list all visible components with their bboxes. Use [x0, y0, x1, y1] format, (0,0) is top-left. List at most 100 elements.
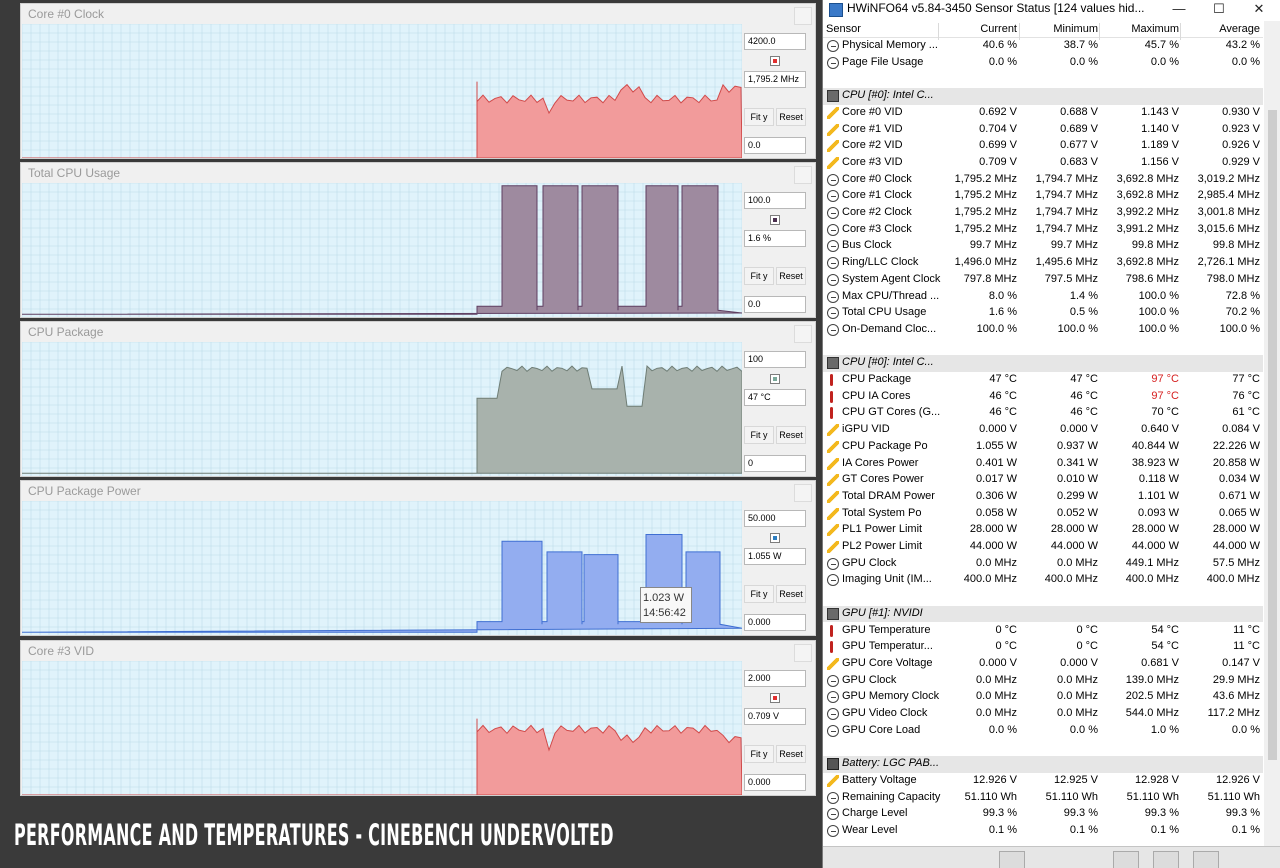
sensor-row[interactable]: Total CPU Usage 1.6 % 0.5 % 100.0 % 70.2 %: [823, 305, 1263, 322]
sensor-row[interactable]: On-Demand Cloc... 100.0 % 100.0 % 100.0 % 10…: [823, 322, 1263, 339]
y-min-field[interactable]: 0.000: [744, 774, 806, 791]
sensor-row[interactable]: iGPU VID 0.000 V 0.000 V 0.640 V 0.084 V: [823, 422, 1263, 439]
scrollbar-thumb[interactable]: [1268, 110, 1277, 760]
series-color-swatch[interactable]: [770, 533, 780, 543]
sensor-row[interactable]: Page File Usage 0.0 % 0.0 % 0.0 % 0.0 %: [823, 55, 1263, 72]
sensor-row[interactable]: Total System Po 0.058 W 0.052 W 0.093 W 0.06…: [823, 506, 1263, 523]
status-button-2[interactable]: [1113, 851, 1139, 868]
fit-y-button[interactable]: Fit y: [744, 426, 774, 444]
sensor-row[interactable]: Core #1 VID 0.704 V 0.689 V 1.140 V 0.923 V: [823, 122, 1263, 139]
sensor-row[interactable]: System Agent Clock 797.8 MHz 797.5 MHz 798.…: [823, 272, 1263, 289]
y-max-field[interactable]: 4200.0: [744, 33, 806, 50]
current-value-field[interactable]: 1,795.2 MHz: [744, 71, 806, 88]
graph-plot[interactable]: [22, 661, 742, 795]
reset-button[interactable]: Reset: [776, 267, 806, 285]
column-average[interactable]: Average: [1219, 23, 1260, 35]
minimize-button[interactable]: —: [1172, 1, 1186, 16]
column-maximum[interactable]: Maximum: [1131, 23, 1179, 35]
series-color-swatch[interactable]: [770, 56, 780, 66]
fit-y-button[interactable]: Fit y: [744, 267, 774, 285]
series-color-swatch[interactable]: [770, 215, 780, 225]
y-max-field[interactable]: 2.000: [744, 670, 806, 687]
column-minimum[interactable]: Minimum: [1053, 23, 1098, 35]
sensor-row[interactable]: GT Cores Power 0.017 W 0.010 W 0.118 W 0.034…: [823, 472, 1263, 489]
sensor-row[interactable]: Core #0 Clock 1,795.2 MHz 1,794.7 MHz 3,692…: [823, 172, 1263, 189]
current-value-field[interactable]: 0.709 V: [744, 708, 806, 725]
sensor-row[interactable]: PL1 Power Limit 28.000 W 28.000 W 28.000 W 2…: [823, 522, 1263, 539]
sensor-row[interactable]: Core #2 Clock 1,795.2 MHz 1,794.7 MHz 3,992…: [823, 205, 1263, 222]
sensor-row[interactable]: Total DRAM Power 0.306 W 0.299 W 1.101 W 0.6…: [823, 489, 1263, 506]
status-button-3[interactable]: [1153, 851, 1179, 868]
sensor-row[interactable]: Ring/LLC Clock 1,496.0 MHz 1,495.6 MHz 3,69…: [823, 255, 1263, 272]
sensor-row[interactable]: GPU Memory Clock 0.0 MHz 0.0 MHz 202.5 MHz 4…: [823, 689, 1263, 706]
sensor-group-header[interactable]: Battery: LGC PAB...: [823, 756, 1263, 773]
sensor-row[interactable]: CPU GT Cores (G... 46 °C 46 °C 70 °C 61 °C: [823, 405, 1263, 422]
sensor-row[interactable]: Core #1 Clock 1,795.2 MHz 1,794.7 MHz 3,692…: [823, 188, 1263, 205]
sensor-row[interactable]: GPU Clock 0.0 MHz 0.0 MHz 449.1 MHz 57.5 MHz: [823, 556, 1263, 573]
sensor-group-header[interactable]: GPU [#1]: NVIDI: [823, 605, 1263, 623]
graph-close-button[interactable]: [794, 644, 812, 662]
y-max-field[interactable]: 50.000: [744, 510, 806, 527]
graph-plot[interactable]: [22, 183, 742, 317]
fit-y-button[interactable]: Fit y: [744, 745, 774, 763]
sensor-row[interactable]: Charge Level 99.3 % 99.3 % 99.3 % 99.3 %: [823, 806, 1263, 823]
graph-plot[interactable]: [22, 342, 742, 476]
sensor-row[interactable]: IA Cores Power 0.401 W 0.341 W 38.923 W 20.8…: [823, 456, 1263, 473]
series-color-swatch[interactable]: [770, 693, 780, 703]
fit-y-button[interactable]: Fit y: [744, 585, 774, 603]
reset-button[interactable]: Reset: [776, 108, 806, 126]
sensor-clock-icon: [827, 190, 839, 203]
y-max-field[interactable]: 100.0: [744, 192, 806, 209]
sensor-row[interactable]: Core #2 VID 0.699 V 0.677 V 1.189 V 0.926 V: [823, 138, 1263, 155]
sensor-row[interactable]: CPU IA Cores 46 °C 46 °C 97 °C 76 °C: [823, 389, 1263, 406]
status-button-4[interactable]: [1193, 851, 1219, 868]
sensor-row[interactable]: Physical Memory ... 40.6 % 38.7 % 45.7 % 43.…: [823, 38, 1263, 55]
sensor-row[interactable]: Core #0 VID 0.692 V 0.688 V 1.143 V 0.930 V: [823, 105, 1263, 122]
sensor-row[interactable]: Core #3 VID 0.709 V 0.683 V 1.156 V 0.929 V: [823, 155, 1263, 172]
graph-close-button[interactable]: [794, 325, 812, 343]
sensor-row[interactable]: Wear Level 0.1 % 0.1 % 0.1 % 0.1 %: [823, 823, 1263, 840]
sensor-row[interactable]: GPU Video Clock 0.0 MHz 0.0 MHz 544.0 MHz 11…: [823, 706, 1263, 723]
current-value-field[interactable]: 1.6 %: [744, 230, 806, 247]
graph-close-button[interactable]: [794, 166, 812, 184]
close-button[interactable]: ✕: [1253, 1, 1265, 16]
sensor-row[interactable]: Battery Voltage 12.926 V 12.925 V 12.928 V 1…: [823, 773, 1263, 790]
graph-plot[interactable]: [22, 24, 742, 158]
current-value-field[interactable]: 1.055 W: [744, 548, 806, 565]
graph-close-button[interactable]: [794, 484, 812, 502]
sensor-row[interactable]: Max CPU/Thread ... 8.0 % 1.4 % 100.0 % 72.8 …: [823, 289, 1263, 306]
y-min-field[interactable]: 0.0: [744, 137, 806, 154]
column-sensor[interactable]: Sensor: [826, 23, 861, 35]
sensor-row[interactable]: CPU Package Po 1.055 W 0.937 W 40.844 W 22.2…: [823, 439, 1263, 456]
sensor-name: PL2 Power Limit: [842, 540, 923, 552]
y-min-field[interactable]: 0.0: [744, 296, 806, 313]
reset-button[interactable]: Reset: [776, 426, 806, 444]
sensor-row[interactable]: GPU Core Load 0.0 % 0.0 % 1.0 % 0.0 %: [823, 723, 1263, 740]
sensor-group-header[interactable]: CPU [#0]: Intel C...: [823, 355, 1263, 372]
sensor-row[interactable]: GPU Core Voltage 0.000 V 0.000 V 0.681 V 0.1…: [823, 656, 1263, 673]
y-min-field[interactable]: 0.000: [744, 614, 806, 631]
sensor-group-header[interactable]: CPU [#0]: Intel C...: [823, 88, 1263, 105]
sensor-row[interactable]: PL2 Power Limit 44.000 W 44.000 W 44.000 W 4…: [823, 539, 1263, 556]
y-min-field[interactable]: 0: [744, 455, 806, 472]
reset-button[interactable]: Reset: [776, 745, 806, 763]
series-color-swatch[interactable]: [770, 374, 780, 384]
sensor-row[interactable]: Imaging Unit (IM... 400.0 MHz 400.0 MHz 400…: [823, 572, 1263, 589]
graph-close-button[interactable]: [794, 7, 812, 25]
sensor-row[interactable]: GPU Clock 0.0 MHz 0.0 MHz 139.0 MHz 29.9 MHz: [823, 673, 1263, 690]
sensor-row[interactable]: Core #3 Clock 1,795.2 MHz 1,794.7 MHz 3,991…: [823, 222, 1263, 239]
column-current[interactable]: Current: [980, 23, 1017, 35]
fit-y-button[interactable]: Fit y: [744, 108, 774, 126]
status-button-1[interactable]: [999, 851, 1025, 868]
sensor-row[interactable]: GPU Temperature 0 °C 0 °C 54 °C 11 °C: [823, 623, 1263, 640]
current-value-field[interactable]: 47 °C: [744, 389, 806, 406]
graph-plot[interactable]: [22, 501, 742, 635]
sensor-row[interactable]: CPU Package 47 °C 47 °C 97 °C 77 °C: [823, 372, 1263, 389]
reset-button[interactable]: Reset: [776, 585, 806, 603]
maximize-button[interactable]: ☐: [1213, 1, 1225, 16]
sensor-row[interactable]: Remaining Capacity 51.110 Wh 51.110 Wh 51.1…: [823, 790, 1263, 807]
sensor-row[interactable]: GPU Temperatur... 0 °C 0 °C 54 °C 11 °C: [823, 639, 1263, 656]
hwinfo-titlebar[interactable]: HWiNFO64 v5.84-3450 Sensor Status [124 v…: [823, 0, 1280, 20]
y-max-field[interactable]: 100: [744, 351, 806, 368]
sensor-row[interactable]: Bus Clock 99.7 MHz 99.7 MHz 99.8 MHz 99.8 MH…: [823, 238, 1263, 255]
